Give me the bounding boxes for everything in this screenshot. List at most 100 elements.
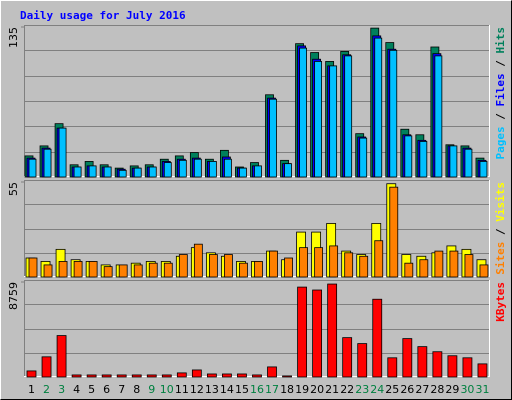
legend-separator: / [494, 107, 507, 127]
bar [208, 254, 218, 278]
bar [161, 374, 172, 378]
bar [389, 186, 399, 278]
legend-entry: Visits [494, 182, 507, 222]
bar [178, 254, 188, 278]
legend: Sites / Visits [494, 182, 507, 275]
x-tick-label: 4 [73, 383, 80, 396]
bar [434, 250, 444, 278]
bar [299, 47, 307, 178]
x-tick-label: 28 [430, 383, 444, 396]
bar [176, 372, 187, 378]
bar [163, 262, 173, 278]
x-tick-label: 23 [355, 383, 369, 396]
legend: KBytes [494, 282, 507, 322]
bar [28, 257, 38, 278]
bar [56, 335, 67, 378]
y-tick-label: 135 [7, 27, 20, 48]
x-tick-label: 25 [385, 383, 399, 396]
bar [447, 355, 458, 378]
bar [269, 250, 278, 278]
x-tick-label: 6 [103, 383, 110, 396]
bar [372, 298, 383, 378]
bar [417, 346, 428, 378]
bar [208, 161, 217, 178]
bar [359, 137, 368, 178]
legend-entry: Hits [494, 27, 507, 54]
bar [374, 37, 383, 178]
x-tick-label: 1 [28, 383, 35, 396]
bar [284, 163, 292, 178]
bar [449, 250, 459, 278]
bar [402, 338, 413, 378]
x-tick-label: 30 [460, 383, 474, 396]
bar [432, 351, 443, 378]
x-tick-label: 24 [370, 383, 384, 396]
bar [148, 262, 158, 278]
legend-entry: Sites [494, 242, 507, 275]
bar [224, 158, 232, 178]
plot-bevel-dark [24, 280, 490, 377]
chart-title: Daily usage for July 2016 [20, 9, 186, 22]
bar [462, 357, 473, 378]
bar [103, 266, 113, 278]
bar [191, 369, 202, 378]
bar [282, 375, 292, 378]
bar [297, 286, 307, 378]
bar [86, 374, 97, 378]
bar [43, 148, 52, 178]
bar [314, 247, 324, 278]
bar [71, 374, 82, 378]
bar [267, 366, 277, 378]
bar [327, 283, 338, 378]
bar [101, 374, 112, 378]
plot-bevel-dark [24, 180, 490, 277]
legend-separator: / [494, 222, 507, 242]
bar [404, 135, 413, 178]
x-tick-label: 2 [43, 383, 50, 396]
bar [479, 264, 489, 278]
x-tick-label: 27 [415, 383, 429, 396]
bar [163, 162, 172, 178]
bar [73, 261, 83, 278]
bar [434, 55, 443, 178]
bar [131, 374, 142, 378]
bar [58, 127, 67, 178]
x-tick-label: 10 [160, 383, 174, 396]
bar [254, 165, 262, 178]
bar [254, 261, 263, 278]
bar [224, 254, 233, 278]
bar [88, 261, 98, 278]
bar [479, 161, 488, 178]
y-tick-label: 55 [7, 182, 20, 196]
bar [148, 166, 157, 178]
bar [342, 337, 353, 378]
x-tick-label: 5 [88, 383, 95, 396]
x-tick-label: 8 [133, 383, 140, 396]
bar [193, 243, 203, 278]
legend-entry: Pages [494, 126, 507, 159]
bar [464, 148, 473, 178]
bar [344, 252, 354, 278]
bar [133, 167, 142, 178]
bar [193, 158, 202, 178]
bar [239, 167, 247, 178]
bar [329, 65, 338, 178]
bar [206, 373, 217, 378]
bar [284, 257, 293, 278]
bar [133, 264, 143, 278]
bar [146, 374, 157, 378]
bar [58, 261, 68, 278]
bar [344, 55, 353, 178]
bar [239, 262, 248, 278]
x-tick-label: 20 [310, 383, 324, 396]
x-tick-label: 7 [118, 383, 125, 396]
bar [312, 289, 323, 378]
bar [41, 356, 52, 378]
bar [178, 159, 187, 178]
bar [237, 373, 247, 378]
bar [222, 373, 232, 378]
bar [88, 165, 97, 178]
bar [118, 169, 127, 178]
bar [299, 247, 308, 278]
